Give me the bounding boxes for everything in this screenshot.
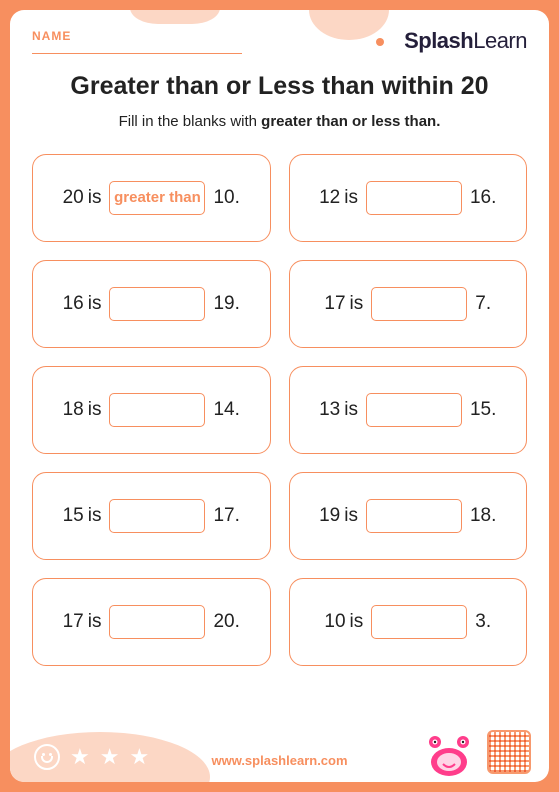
answer-blank[interactable] xyxy=(371,605,467,639)
answer-blank[interactable] xyxy=(109,605,205,639)
left-number: 13 xyxy=(319,399,340,421)
problem-card: 15 is 17. xyxy=(32,472,271,560)
problem-card: 19 is 18. xyxy=(289,472,528,560)
is-text: is xyxy=(350,293,364,315)
answer-blank[interactable] xyxy=(366,499,462,533)
right-number: 7. xyxy=(475,293,491,315)
left-number: 18 xyxy=(63,399,84,421)
right-number: 16. xyxy=(470,187,496,209)
header: NAME SplashLearn xyxy=(10,10,549,58)
logo-part-2: Learn xyxy=(473,28,527,53)
answer-blank[interactable] xyxy=(366,393,462,427)
problem-card: 17 is 20. xyxy=(32,578,271,666)
right-number: 14. xyxy=(213,399,239,421)
is-text: is xyxy=(344,399,358,421)
right-number: 19. xyxy=(213,293,239,315)
problem-card: 12 is 16. xyxy=(289,154,528,242)
left-number: 17 xyxy=(324,293,345,315)
answer-blank[interactable] xyxy=(371,287,467,321)
answer-blank[interactable] xyxy=(366,181,462,215)
right-number: 17. xyxy=(213,505,239,527)
right-number: 10. xyxy=(213,187,239,209)
problem-card: 16 is 19. xyxy=(32,260,271,348)
name-underline xyxy=(32,53,242,54)
is-text: is xyxy=(88,187,102,209)
left-number: 15 xyxy=(63,505,84,527)
is-text: is xyxy=(88,293,102,315)
problem-card: 20 is greater than 10. xyxy=(32,154,271,242)
problem-card: 18 is 14. xyxy=(32,366,271,454)
problems-grid: 20 is greater than10.12 is 16.16 is 19.1… xyxy=(10,130,549,666)
name-label: NAME xyxy=(32,29,242,43)
answer-blank[interactable] xyxy=(109,287,205,321)
answer-blank[interactable] xyxy=(109,499,205,533)
qr-code xyxy=(487,730,531,774)
right-number: 3. xyxy=(475,611,491,633)
is-text: is xyxy=(350,611,364,633)
is-text: is xyxy=(88,399,102,421)
is-text: is xyxy=(344,187,358,209)
logo-part-1: Splash xyxy=(404,28,473,53)
left-number: 10 xyxy=(324,611,345,633)
problem-card: 13 is 15. xyxy=(289,366,528,454)
is-text: is xyxy=(88,611,102,633)
right-number: 15. xyxy=(470,399,496,421)
is-text: is xyxy=(88,505,102,527)
name-field[interactable]: NAME xyxy=(32,29,242,54)
is-text: is xyxy=(344,505,358,527)
right-number: 18. xyxy=(470,505,496,527)
left-number: 16 xyxy=(63,293,84,315)
instructions: Fill in the blanks with greater than or … xyxy=(10,113,549,130)
problem-card: 17 is 7. xyxy=(289,260,528,348)
answer-blank[interactable] xyxy=(109,393,205,427)
mascot-icon xyxy=(421,730,477,778)
right-number: 20. xyxy=(213,611,239,633)
page-title: Greater than or Less than within 20 xyxy=(10,72,549,101)
instructions-bold: greater than or less than. xyxy=(261,113,440,130)
left-number: 20 xyxy=(63,187,84,209)
left-number: 12 xyxy=(319,187,340,209)
left-number: 19 xyxy=(319,505,340,527)
left-number: 17 xyxy=(63,611,84,633)
logo: SplashLearn xyxy=(404,28,527,54)
footer: ★ ★ ★ www.splashlearn.com xyxy=(10,728,549,782)
instructions-pre: Fill in the blanks with xyxy=(119,113,262,130)
worksheet-page: NAME SplashLearn Greater than or Less th… xyxy=(10,10,549,782)
problem-card: 10 is 3. xyxy=(289,578,528,666)
answer-blank[interactable]: greater than xyxy=(109,181,205,215)
